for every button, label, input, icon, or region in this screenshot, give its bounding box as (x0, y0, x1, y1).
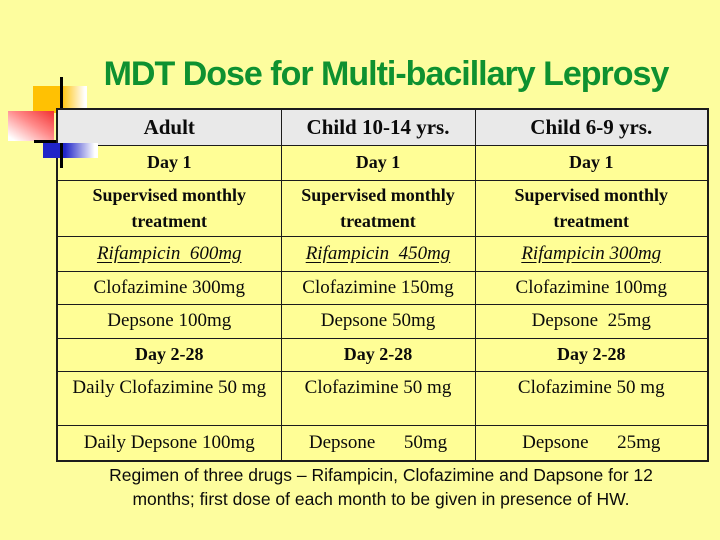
table-cell: Daily Clofazimine 50 mg (56, 370, 282, 426)
table-cell: Day 1 (474, 144, 709, 181)
footer-line-2: months; first dose of each month to be g… (132, 489, 630, 509)
header-cell-adult: Adult (56, 108, 282, 146)
slide-title: MDT Dose for Multi-bacillary Leprosy (103, 55, 670, 93)
slide-footer: Regimen of three drugs – Rifampicin, Clo… (36, 463, 720, 511)
decoration-vertical-line-lower (60, 143, 63, 168)
decoration-vertical-line-upper (60, 77, 63, 109)
table-cell: Depsone 50mg (280, 303, 476, 339)
table-cell: Day 1 (280, 144, 476, 181)
table-cell: Rifampicin 600mg (56, 235, 282, 272)
table-cell: Clofazimine 150mg (280, 270, 476, 305)
header-cell-child10-14: Child 10-14 yrs. (280, 108, 476, 146)
table-cell: Day 2-28 (474, 337, 709, 372)
footer-line-1: Regimen of three drugs – Rifampicin, Clo… (109, 465, 653, 485)
table-row-depsone: Depsone 100mg Depsone 50mg Depsone 25mg (56, 303, 709, 339)
table-cell: Supervised monthly treatment (280, 179, 476, 237)
decoration-blue-square (43, 143, 98, 158)
table-cell: Depsone 25mg (474, 303, 709, 339)
table-cell: Clofazimine 50 mg (474, 370, 709, 426)
table-cell: Daily Depsone 100mg (56, 424, 282, 462)
table-row-supervised: Supervised monthly treatment Supervised … (56, 179, 709, 237)
table-row-clofazimine: Clofazimine 300mg Clofazimine 150mg Clof… (56, 270, 709, 305)
table-cell: Depsone 100mg (56, 303, 282, 339)
table-row-day2-28: Day 2-28 Day 2-28 Day 2-28 (56, 337, 709, 372)
decoration-horizontal-line (34, 140, 58, 143)
table-cell: Clofazimine 100mg (474, 270, 709, 305)
table-row-daily-clofazimine: Daily Clofazimine 50 mg Clofazimine 50 m… (56, 370, 709, 426)
table-row-rifampicin: Rifampicin 600mg Rifampicin 450mg Rifamp… (56, 235, 709, 272)
decoration-red-square (8, 111, 54, 141)
table-cell: Supervised monthly treatment (474, 179, 709, 237)
table-row-daily-depsone: Daily Depsone 100mg Depsone 50mg Depsone… (56, 424, 709, 462)
table-cell: Clofazimine 50 mg (280, 370, 476, 426)
mdt-dose-table: Adult Child 10-14 yrs. Child 6-9 yrs. Da… (56, 108, 709, 462)
header-cell-child6-9: Child 6-9 yrs. (474, 108, 709, 146)
table-cell: Rifampicin 450mg (280, 235, 476, 272)
table-row-day1: Day 1 Day 1 Day 1 (56, 144, 709, 181)
table-cell: Depsone 50mg (280, 424, 476, 462)
table-header-row: Adult Child 10-14 yrs. Child 6-9 yrs. (56, 108, 709, 146)
table-cell: Depsone 25mg (474, 424, 709, 462)
table-cell: Day 2-28 (280, 337, 476, 372)
table-cell: Rifampicin 300mg (474, 235, 709, 272)
table-cell: Day 2-28 (56, 337, 282, 372)
table-cell: Clofazimine 300mg (56, 270, 282, 305)
table-cell: Supervised monthly treatment (56, 179, 282, 237)
